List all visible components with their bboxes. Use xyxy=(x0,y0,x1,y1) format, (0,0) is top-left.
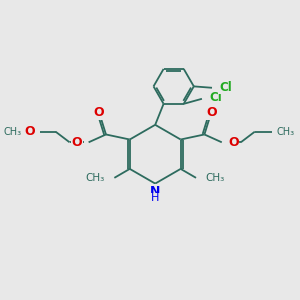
Text: O: O xyxy=(206,106,217,119)
Text: CH₃: CH₃ xyxy=(277,127,295,137)
Text: O: O xyxy=(24,125,34,138)
Text: O: O xyxy=(72,136,83,149)
Text: Cl: Cl xyxy=(219,81,232,94)
Text: N: N xyxy=(150,185,160,198)
Text: CH₃: CH₃ xyxy=(85,173,105,183)
Text: O: O xyxy=(94,106,104,119)
Text: Cl: Cl xyxy=(209,92,222,104)
Text: CH₃: CH₃ xyxy=(206,173,225,183)
Text: H: H xyxy=(151,193,159,203)
Text: CH₃: CH₃ xyxy=(3,127,21,137)
Text: O: O xyxy=(228,136,238,149)
